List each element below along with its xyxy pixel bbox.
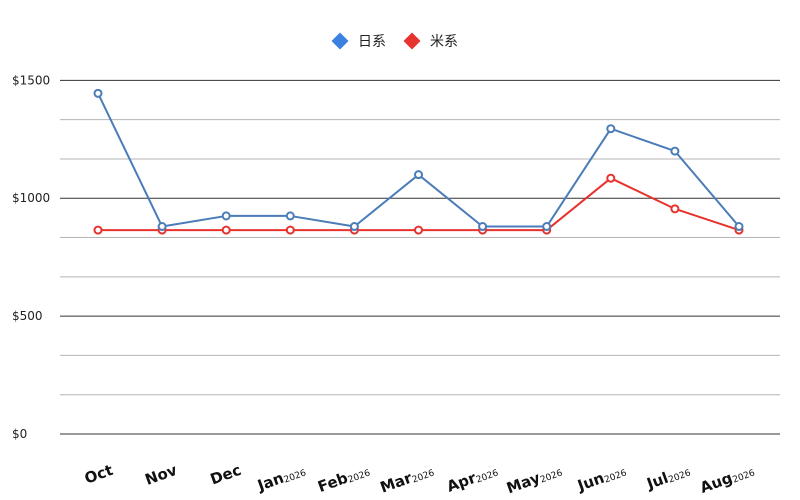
x-tick-year: 2026 — [283, 468, 308, 485]
data-point — [221, 211, 231, 221]
y-axis: $0 $500 $1000 $1500 — [12, 73, 50, 441]
data-point — [414, 170, 423, 180]
data-point — [93, 88, 103, 98]
x-tick-label: Feb2026 — [315, 461, 372, 496]
x-tick-month: Jan — [254, 469, 286, 495]
series-line — [97, 92, 740, 228]
x-tick-month: Jul — [644, 469, 671, 494]
x-tick-month: Mar — [378, 468, 415, 496]
legend-diamond-icon — [331, 32, 349, 50]
data-point — [478, 222, 488, 232]
x-tick-label: Oct — [82, 461, 115, 488]
data-point — [93, 225, 103, 235]
x-tick-year: 2026 — [347, 468, 372, 485]
x-tick-month: Dec — [208, 461, 244, 489]
data-point — [349, 222, 359, 232]
x-tick-label: Jan2026 — [254, 461, 308, 495]
data-point — [414, 225, 423, 235]
x-tick-month: Jun — [574, 469, 606, 495]
x-tick-month: Aug — [698, 469, 735, 497]
x-tick-month: Oct — [82, 461, 115, 488]
series-1 — [93, 173, 744, 235]
x-tick-year: 2026 — [603, 468, 628, 485]
series-0 — [93, 88, 744, 232]
series-line — [98, 177, 740, 232]
x-tick-year: 2026 — [539, 468, 564, 485]
y-tick-label: $500 — [12, 309, 43, 323]
x-tick-label: Jun2026 — [574, 461, 628, 495]
legend: 日系 米系 — [331, 32, 458, 50]
x-tick-label: Mar2026 — [378, 461, 436, 497]
data-point — [221, 225, 231, 235]
y-tick-label: $1500 — [12, 73, 50, 87]
data-point — [285, 225, 295, 235]
x-axis: Oct Nov Dec Jan2026 Feb2026 Mar2026 Apr2026 May… — [82, 461, 757, 498]
x-tick-label: Dec — [208, 461, 244, 489]
x-tick-month: Feb — [315, 469, 350, 496]
y-tick-label: $0 — [12, 427, 27, 441]
x-tick-label: Apr2026 — [444, 461, 500, 496]
data-point — [670, 146, 680, 156]
x-tick-month: May — [504, 469, 543, 498]
legend-label: 日系 — [358, 34, 386, 50]
x-tick-month: Nov — [143, 461, 180, 489]
legend-label: 米系 — [430, 34, 458, 50]
legend-item: 米系 — [403, 32, 458, 50]
x-tick-month: Apr — [444, 468, 479, 495]
gridlines — [60, 79, 780, 435]
x-tick-label: May2026 — [504, 461, 564, 498]
legend-diamond-icon — [403, 32, 421, 50]
x-tick-year: 2026 — [731, 468, 756, 485]
series-layer — [93, 88, 744, 235]
x-tick-label: Nov — [143, 461, 180, 489]
data-point — [606, 173, 616, 183]
x-tick-year: 2026 — [411, 468, 436, 485]
x-tick-year: 2026 — [475, 468, 500, 485]
data-point — [157, 222, 167, 232]
data-point — [285, 211, 295, 221]
data-point — [670, 204, 680, 214]
legend-item: 日系 — [331, 32, 386, 50]
data-point — [734, 222, 744, 232]
x-tick-year: 2026 — [667, 468, 692, 485]
x-tick-label: Jul2026 — [644, 461, 693, 494]
data-point — [542, 222, 552, 232]
x-tick-label: Aug2026 — [698, 461, 757, 497]
y-tick-label: $1000 — [12, 191, 50, 205]
data-point — [606, 124, 616, 134]
